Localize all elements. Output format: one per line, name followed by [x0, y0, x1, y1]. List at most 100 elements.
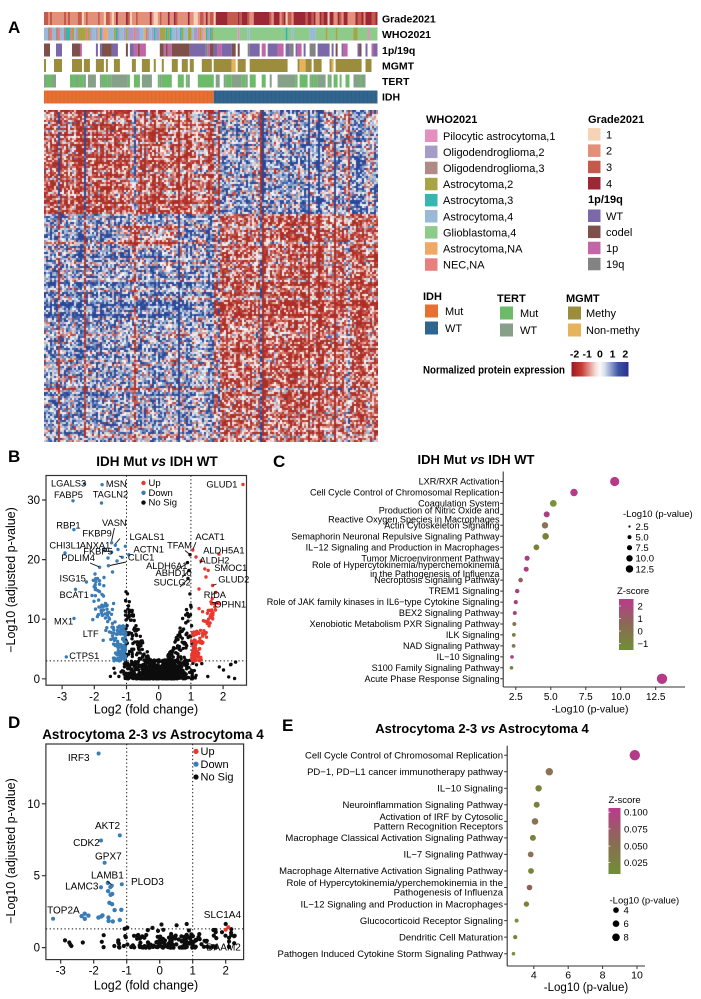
svg-text:-Log10 (p-value): -Log10 (p-value) — [623, 509, 693, 520]
svg-text:Pathogen Induced Cytokine Stor: Pathogen Induced Cytokine Storm Signalin… — [278, 949, 504, 960]
svg-text:PDLIM4: PDLIM4 — [61, 553, 95, 563]
svg-text:Cell Cycle Control of Chromoso: Cell Cycle Control of Chromosomal Replic… — [305, 750, 503, 761]
svg-text:Oligodendroglioma,2: Oligodendroglioma,2 — [443, 147, 545, 159]
svg-text:Necroptosis Signaling Pathway: Necroptosis Signaling Pathway — [374, 575, 500, 585]
svg-text:FABP5: FABP5 — [54, 490, 83, 500]
svg-text:2.5: 2.5 — [509, 692, 523, 703]
svg-text:-1: -1 — [122, 966, 132, 978]
svg-text:Xenobiotic Metabolism PXR Sign: Xenobiotic Metabolism PXR Signaling Path… — [309, 619, 500, 629]
svg-text:-Log10 (p-value): -Log10 (p-value) — [544, 982, 629, 994]
svg-text:4: 4 — [531, 970, 537, 982]
svg-text:PD−1, PD−L1 cancer immunothera: PD−1, PD−L1 cancer immunotherapy pathway — [307, 767, 503, 778]
svg-text:GPX7: GPX7 — [95, 852, 122, 863]
svg-text:SLC1A4: SLC1A4 — [204, 910, 242, 921]
svg-text:Down: Down — [201, 759, 229, 771]
svg-text:10.0: 10.0 — [636, 554, 655, 565]
svg-text:BEX2 Signaling Pathway: BEX2 Signaling Pathway — [399, 608, 500, 618]
svg-text:MX1: MX1 — [54, 617, 73, 627]
svg-text:Reactive Oxygen Species in Mac: Reactive Oxygen Species in Macrophages — [328, 514, 500, 524]
svg-text:A: A — [8, 18, 20, 37]
svg-text:7.5: 7.5 — [579, 692, 593, 703]
svg-text:MGMT: MGMT — [566, 293, 600, 305]
svg-text:B: B — [8, 447, 20, 466]
svg-text:BCAT1: BCAT1 — [60, 590, 89, 600]
svg-text:Up: Up — [149, 478, 161, 489]
svg-text:Astrocytoma 2-3 vs Astrocytoma: Astrocytoma 2-3 vs Astrocytoma 4 — [42, 727, 264, 742]
svg-text:6: 6 — [565, 970, 571, 982]
svg-text:Oligodendroglioma,3: Oligodendroglioma,3 — [443, 163, 545, 175]
svg-text:IDH: IDH — [382, 92, 400, 104]
svg-text:Role of JAK family kinases in: Role of JAK family kinases in IL6−type C… — [267, 597, 500, 607]
svg-text:E: E — [282, 716, 293, 735]
svg-text:20: 20 — [27, 555, 40, 567]
svg-text:−Log10 (adjusted p-value): −Log10 (adjusted p-value) — [4, 778, 18, 924]
svg-text:FKBP9: FKBP9 — [82, 529, 111, 539]
svg-text:2: 2 — [638, 601, 643, 612]
svg-text:1: 1 — [189, 966, 195, 978]
svg-text:WHO2021: WHO2021 — [426, 114, 477, 126]
svg-text:2: 2 — [220, 692, 226, 704]
svg-text:ACAT1: ACAT1 — [195, 532, 224, 542]
svg-text:No Sig: No Sig — [201, 772, 234, 784]
svg-text:LAMC3: LAMC3 — [65, 882, 99, 893]
svg-text:0: 0 — [597, 349, 603, 361]
svg-text:1p/19q: 1p/19q — [382, 45, 415, 57]
svg-text:Semaphorin Neuronal Repulsive: Semaphorin Neuronal Repulsive Signaling … — [291, 531, 500, 541]
svg-text:IL−12 Signaling and Production: IL−12 Signaling and Production in Macrop… — [306, 542, 500, 552]
svg-text:Pattern Recognition Receptors: Pattern Recognition Receptors — [374, 822, 504, 833]
svg-text:IL−10 Signaling: IL−10 Signaling — [437, 652, 500, 662]
svg-text:RIDA: RIDA — [204, 590, 227, 600]
svg-text:Astrocytoma 2-3 vs Astrocytoma: Astrocytoma 2-3 vs Astrocytoma 4 — [375, 721, 589, 736]
svg-text:-2: -2 — [89, 966, 99, 978]
svg-text:2: 2 — [606, 146, 612, 158]
svg-text:Macrophage Alternative Activat: Macrophage Alternative Activation Signal… — [279, 866, 503, 877]
svg-text:PLOD3: PLOD3 — [131, 877, 164, 888]
svg-text:Macrophage Classical Activatio: Macrophage Classical Activation Signalin… — [285, 833, 503, 844]
svg-text:0: 0 — [34, 674, 40, 686]
svg-text:Activation of IRF by Cytosolic: Activation of IRF by Cytosolic — [379, 812, 503, 823]
svg-text:0: 0 — [155, 692, 161, 704]
svg-text:ALDH6A1: ALDH6A1 — [146, 561, 187, 571]
svg-text:Z-score: Z-score — [617, 586, 649, 597]
svg-text:IDH Mut vs IDH WT: IDH Mut vs IDH WT — [96, 454, 218, 469]
svg-text:5: 5 — [34, 871, 40, 883]
svg-text:TAGLN2: TAGLN2 — [93, 490, 128, 500]
svg-text:IDH Mut vs IDH WT: IDH Mut vs IDH WT — [417, 452, 534, 467]
svg-text:ISG15: ISG15 — [60, 574, 86, 584]
svg-text:No Sig: No Sig — [149, 498, 178, 509]
svg-text:Methy: Methy — [586, 308, 616, 320]
svg-text:6: 6 — [624, 919, 629, 930]
svg-text:-Log10 (p-value): -Log10 (p-value) — [551, 704, 628, 716]
svg-text:DAAM2: DAAM2 — [206, 943, 241, 954]
svg-text:19q: 19q — [606, 259, 624, 271]
svg-text:ABHD10: ABHD10 — [156, 568, 192, 578]
svg-text:LTF: LTF — [83, 629, 99, 639]
svg-text:Actin Cytoskeleton Signaling: Actin Cytoskeleton Signaling — [384, 520, 499, 530]
svg-text:0.050: 0.050 — [624, 842, 648, 853]
svg-text:12.5: 12.5 — [646, 692, 666, 703]
svg-text:10: 10 — [631, 970, 643, 982]
svg-text:Role of Hypercytokinemia/hyper: Role of Hypercytokinemia/hyperchemokinem… — [312, 560, 500, 570]
svg-text:ACTN1: ACTN1 — [134, 545, 164, 555]
svg-text:TERT: TERT — [382, 76, 410, 88]
svg-text:Acute Phase Response Signaling: Acute Phase Response Signaling — [365, 674, 500, 684]
svg-text:Coagulation System: Coagulation System — [418, 499, 499, 509]
svg-text:0.075: 0.075 — [624, 824, 648, 835]
svg-text:CTPS1: CTPS1 — [69, 651, 99, 661]
svg-text:0: 0 — [156, 966, 162, 978]
svg-text:Z-score: Z-score — [609, 795, 641, 806]
svg-text:WT: WT — [606, 211, 623, 223]
svg-text:1: 1 — [606, 129, 612, 141]
svg-text:LGALS1: LGALS1 — [130, 532, 165, 542]
svg-text:Down: Down — [149, 488, 173, 499]
svg-text:NAD Signaling Pathway: NAD Signaling Pathway — [403, 641, 500, 651]
svg-text:CDK2: CDK2 — [73, 838, 100, 849]
svg-text:-1: -1 — [121, 692, 131, 704]
svg-text:IL−7 Signaling Pathway: IL−7 Signaling Pathway — [403, 850, 503, 861]
svg-text:10: 10 — [27, 614, 40, 626]
svg-text:LAMB1: LAMB1 — [91, 871, 124, 882]
svg-text:TOP2A: TOP2A — [47, 906, 80, 917]
svg-text:ALDH5A1: ALDH5A1 — [203, 546, 244, 556]
svg-text:TERT: TERT — [497, 293, 526, 305]
svg-text:Astrocytoma,2: Astrocytoma,2 — [443, 179, 513, 191]
